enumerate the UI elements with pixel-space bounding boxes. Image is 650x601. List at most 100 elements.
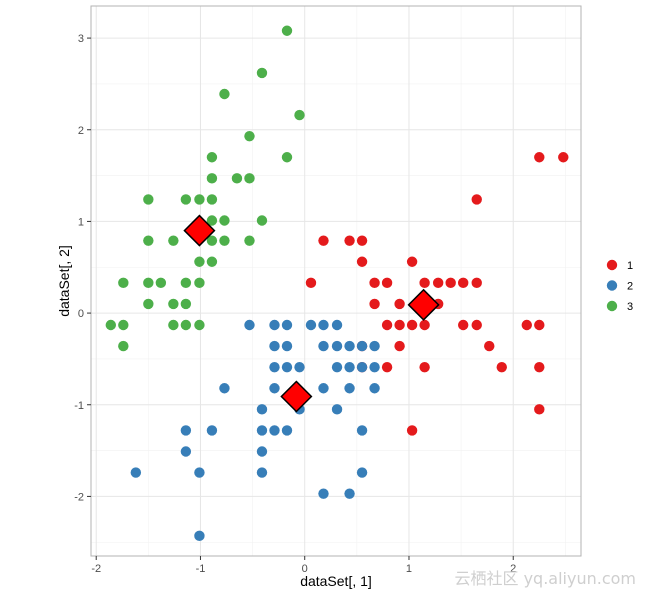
x-tick-label: 1 [406, 563, 412, 575]
data-point [534, 361, 545, 373]
data-point [194, 530, 205, 542]
watermark-text: 云栖社区 yq.aliyun.com [454, 569, 636, 588]
data-point [305, 319, 317, 331]
data-point [206, 215, 218, 226]
data-point [281, 361, 293, 373]
data-point [231, 173, 243, 184]
data-point [281, 319, 293, 331]
data-point [281, 152, 293, 163]
data-point [256, 446, 268, 457]
x-axis-title: dataSet[, 1] [300, 573, 372, 589]
data-point [318, 340, 329, 352]
data-point [419, 361, 430, 373]
data-point [118, 340, 129, 352]
data-point [369, 277, 380, 289]
data-point [381, 277, 393, 289]
data-point [521, 319, 532, 331]
series-2 [130, 319, 380, 542]
data-point [281, 340, 293, 352]
data-point [331, 404, 343, 415]
data-point [534, 319, 545, 331]
data-point [432, 277, 444, 289]
data-point [281, 425, 293, 436]
data-point [143, 298, 154, 310]
data-point [318, 488, 329, 499]
data-point [356, 425, 368, 436]
centroid-marker [407, 288, 440, 321]
data-point [256, 215, 268, 226]
y-tick-label: -1 [74, 400, 84, 412]
centroid-marker [280, 380, 313, 413]
y-axis-title: dataSet[, 2] [56, 245, 72, 317]
data-point [269, 340, 280, 352]
x-tick-label: -2 [91, 563, 101, 575]
legend-key-2 [606, 280, 618, 291]
centroid-marker [183, 214, 216, 247]
data-point [180, 194, 192, 205]
data-point [206, 256, 218, 267]
data-point [206, 194, 218, 205]
data-point [244, 173, 255, 184]
data-point [356, 340, 368, 352]
data-point [496, 361, 507, 373]
data-point [356, 467, 368, 478]
data-point [318, 319, 329, 331]
data-point [369, 340, 380, 352]
data-point [394, 319, 405, 331]
data-point [244, 235, 255, 246]
data-point [180, 277, 192, 289]
data-point [118, 277, 129, 289]
data-point [143, 235, 154, 246]
data-point [294, 109, 305, 121]
data-point [331, 319, 343, 331]
data-point [356, 256, 368, 267]
data-point [143, 194, 154, 205]
data-point [457, 277, 469, 289]
data-point [471, 319, 482, 331]
y-tick-label: -2 [74, 491, 84, 503]
data-point [269, 383, 280, 394]
legend-label-2: 2 [627, 281, 633, 293]
data-point [344, 340, 355, 352]
plot-border [90, 5, 582, 557]
data-point [256, 425, 268, 436]
data-point [105, 319, 117, 331]
data-point [256, 404, 268, 415]
data-point [394, 298, 405, 310]
data-point [471, 277, 482, 289]
data-point [194, 319, 205, 331]
data-point [194, 277, 205, 289]
y-tick-label: 1 [78, 216, 84, 228]
minor-gridlines [91, 6, 581, 556]
data-point [118, 319, 129, 331]
data-point [484, 340, 495, 352]
data-point [269, 361, 280, 373]
legend-key-1 [606, 259, 618, 271]
x-tick-label: 2 [510, 563, 516, 575]
data-point [419, 319, 430, 331]
data-point [206, 425, 218, 436]
legend: 1 2 3 [606, 259, 633, 313]
data-point [180, 319, 192, 331]
data-point [219, 215, 230, 226]
data-point [369, 383, 380, 394]
data-point [206, 152, 218, 163]
legend-label-3: 3 [627, 301, 633, 313]
data-point [406, 425, 418, 436]
data-point [180, 446, 192, 457]
data-point [269, 319, 280, 331]
data-point [244, 130, 255, 142]
data-point [194, 194, 205, 205]
data-point [194, 256, 205, 267]
data-point [406, 319, 418, 331]
data-point [344, 488, 355, 499]
data-point [130, 467, 142, 478]
data-point [305, 277, 317, 289]
data-point [168, 298, 179, 310]
data-point [143, 277, 154, 289]
data-point [419, 277, 430, 289]
data-point [168, 235, 179, 246]
data-point [281, 25, 293, 36]
x-axis-ticks: -2 -1 0 1 2 [91, 556, 516, 575]
